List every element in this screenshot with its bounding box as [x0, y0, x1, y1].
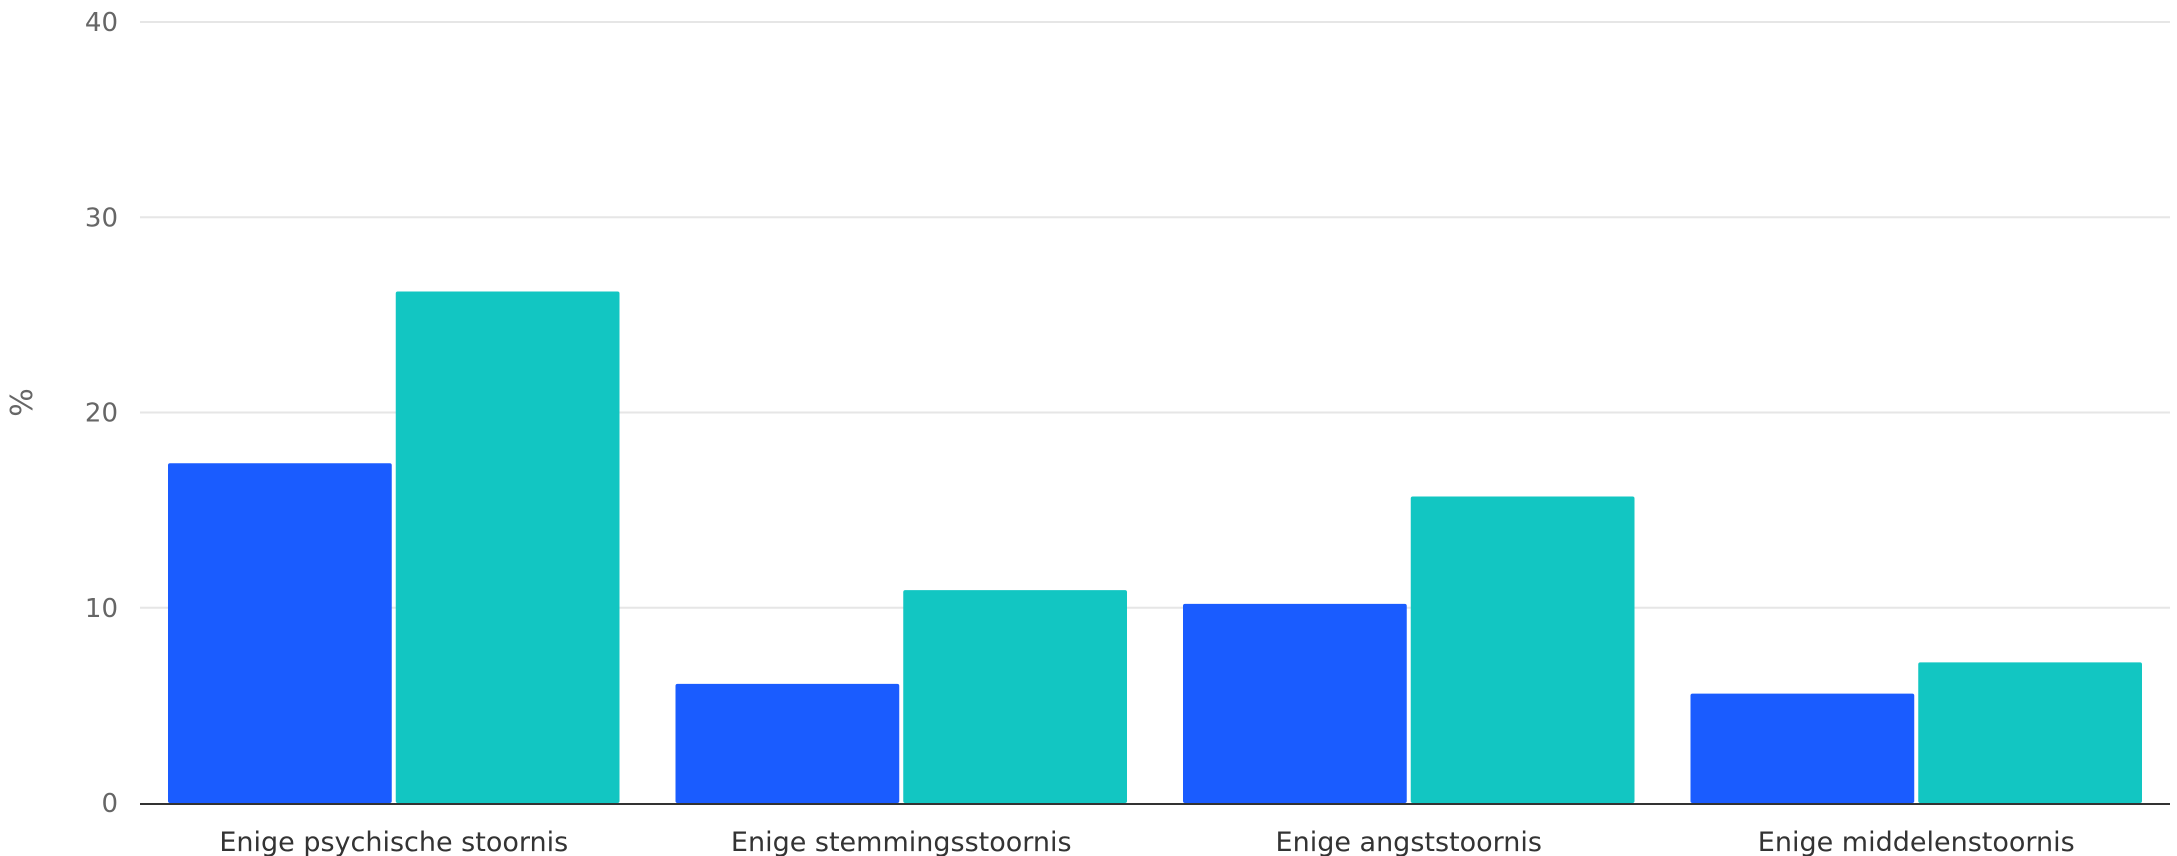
- x-category-label: Enige stemmingsstoornis: [731, 827, 1072, 856]
- y-tick-label: 20: [85, 399, 118, 429]
- y-axis-ticks: 0 10 20 30 40: [85, 8, 118, 819]
- bar-series-2: [1410, 496, 1635, 803]
- bar-series-1: [1183, 603, 1407, 803]
- bar-series-1: [168, 463, 392, 803]
- bar-series-2: [903, 590, 1127, 803]
- x-category-label: Enige angststoornis: [1276, 827, 1542, 856]
- y-tick-label: 0: [101, 789, 118, 819]
- bar-series-1: [1690, 693, 1915, 803]
- y-axis-title: %: [5, 388, 40, 417]
- x-category-label: Enige psychische stoornis: [219, 827, 568, 856]
- bars: [168, 291, 2142, 803]
- y-tick-label: 40: [85, 8, 118, 38]
- bar-series-2: [1918, 662, 2142, 803]
- bar-series-2: [395, 291, 620, 803]
- x-category-label: Enige middelenstoornis: [1758, 827, 2075, 856]
- y-tick-label: 10: [85, 594, 118, 624]
- x-axis-labels: Enige psychische stoornis Enige stemmings…: [219, 827, 2074, 856]
- bar-series-1: [675, 683, 900, 803]
- y-tick-label: 30: [85, 203, 118, 233]
